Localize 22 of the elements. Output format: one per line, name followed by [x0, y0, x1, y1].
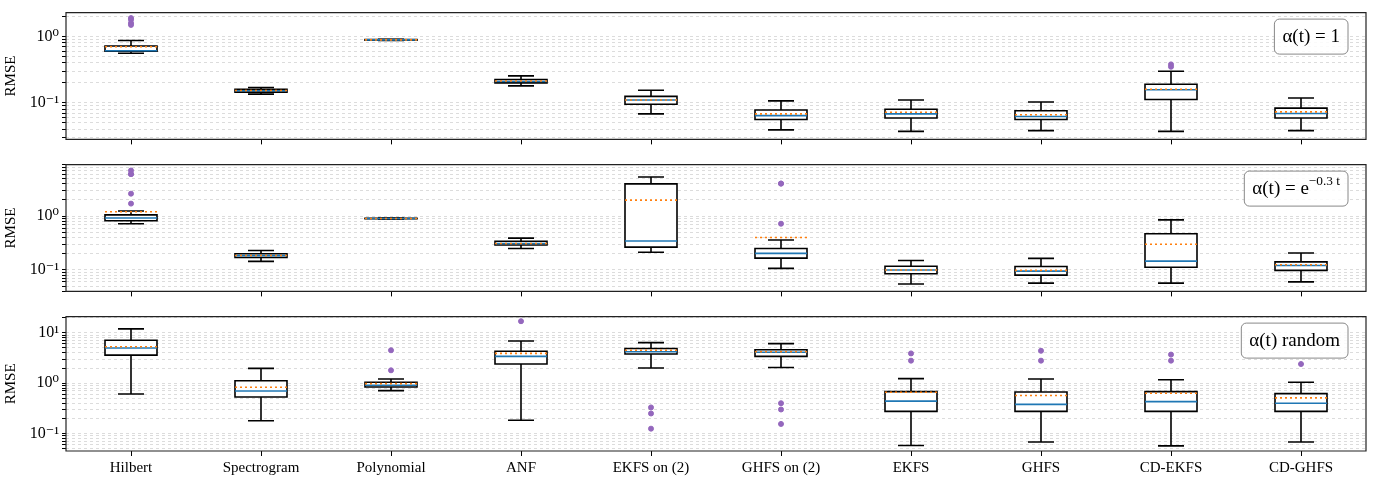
x-tick-label: Polynomial — [356, 458, 426, 475]
y-tick-label: 10⁰ — [36, 206, 59, 224]
y-tick-label: 10⁻¹ — [29, 260, 60, 278]
y-tick-label: 10⁻¹ — [29, 92, 60, 110]
y-axis-title: RMSE — [1, 363, 18, 405]
annotation: α(t) random — [1249, 328, 1341, 351]
x-tick-label: CD-GHFS — [1268, 458, 1334, 475]
x-tick-label: Hilbert — [109, 458, 154, 475]
x-tick-label: EKFS on (2) — [612, 458, 690, 476]
y-axis-title: RMSE — [1, 55, 18, 97]
y-tick-label: 10⁻¹ — [29, 423, 60, 441]
x-tick-label: Spectrogram — [222, 458, 300, 475]
y-tick-label: 10¹ — [38, 323, 60, 341]
x-tick-label: ANF — [505, 458, 537, 475]
y-axis-title: RMSE — [1, 207, 18, 249]
x-tick-label: CD-EKFS — [1139, 458, 1203, 475]
annotation: α(t) = 1 — [1282, 24, 1341, 47]
y-tick-label: 10⁰ — [36, 373, 59, 391]
x-tick-label: GHFS — [1021, 458, 1061, 475]
x-tick-label: GHFS on (2) — [741, 458, 821, 476]
x-tick-label: EKFS — [892, 458, 930, 475]
y-tick-label: 10⁰ — [36, 26, 59, 44]
